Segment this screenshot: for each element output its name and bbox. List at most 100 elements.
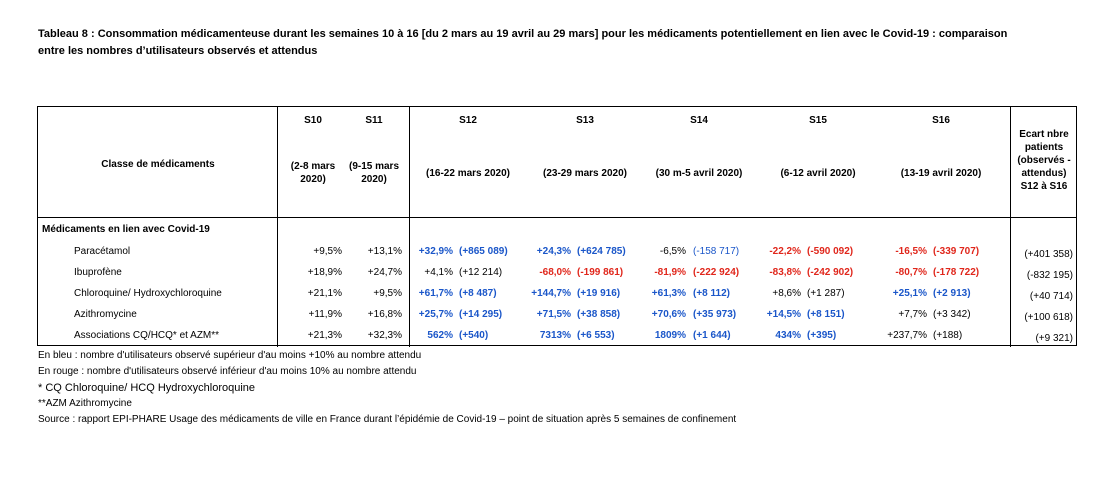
cell-ecart: (+100 618) [1024, 312, 1073, 323]
cell-s15-n: (-590 092) [807, 246, 854, 257]
cell-s16-pct: -80,7% [895, 267, 927, 278]
cell-s14-n: (+35 973) [693, 309, 737, 320]
cell-s14-pct: +70,6% [651, 309, 686, 320]
note-azm: **AZM Azithromycine [38, 398, 132, 409]
cell-s15-n: (-242 902) [807, 267, 854, 278]
cell-s12-n: (+540) [459, 330, 489, 341]
header-divider [38, 217, 1076, 218]
note-red: En rouge : nombre d'utilisateurs observé… [38, 366, 417, 377]
cell-s16-n: (+188) [933, 330, 963, 341]
header-s15: S15 [809, 115, 827, 126]
cell-s11: +24,7% [367, 267, 402, 278]
header-s12-dates: (16-22 mars 2020) [426, 168, 510, 179]
cell-s15-pct: -83,8% [769, 267, 801, 278]
cell-s13-n: (-199 861) [577, 267, 624, 278]
consumption-table: Classe de médicaments S10 (2-8 mars 2020… [37, 106, 1077, 347]
cell-s16-pct: -16,5% [895, 246, 927, 257]
cell-s13-n: (+6 553) [577, 330, 615, 341]
cell-s16-pct: +7,7% [898, 309, 927, 320]
cell-s10: +11,9% [308, 309, 342, 320]
cell-s13-pct: -68,0% [539, 267, 571, 278]
header-ecart: Ecart nbre patients (observés - attendus… [1017, 129, 1071, 192]
note-blue: En bleu : nombre d'utilisateurs observé … [38, 350, 422, 361]
header-s10-dates: (2-8 mars 2020) [290, 161, 336, 185]
cell-s15-pct: 434% [775, 330, 801, 341]
cell-s16-n: (-178 722) [933, 267, 980, 278]
cell-s10: +21,1% [307, 288, 342, 299]
header-s13: S13 [576, 115, 594, 126]
header-s14-dates: (30 m-5 avril 2020) [655, 168, 743, 179]
header-s11: S11 [365, 115, 383, 126]
cell-s13-n: (+38 858) [577, 309, 621, 320]
header-classe: Classe de médicaments [101, 159, 215, 170]
cell-s14-n: (+8 112) [693, 288, 730, 299]
cell-s16-pct: +237,7% [887, 330, 927, 341]
row-name-azithromycine: Azithromycine [74, 309, 137, 320]
cell-s13-pct: +71,5% [536, 309, 571, 320]
cell-s12-pct: +32,9% [418, 246, 453, 257]
cell-s10: +18,9% [307, 267, 342, 278]
cell-s13-pct: +24,3% [536, 246, 571, 257]
cell-s13-n: (+19 916) [577, 288, 621, 299]
row-name-chloroquine: Chloroquine/ Hydroxychloroquine [74, 288, 222, 299]
cell-ecart: (+401 358) [1024, 249, 1073, 260]
header-s11-dates: (9-15 mars 2020) [348, 161, 400, 185]
col-divider [277, 107, 278, 347]
cell-s15-n: (+8 151) [807, 309, 845, 320]
cell-s11: +32,3% [367, 330, 402, 341]
row-name-associations: Associations CQ/HCQ* et AZM** [74, 330, 220, 341]
col-divider [409, 107, 410, 347]
header-s10: S10 [304, 115, 322, 126]
cell-s12-n: (+8 487) [459, 288, 497, 299]
header-s16-dates: (13-19 avril 2020) [900, 168, 982, 179]
cell-s14-n: (-222 924) [693, 267, 740, 278]
cell-s12-pct: +4,1% [424, 267, 453, 278]
header-s15-dates: (6-12 avril 2020) [780, 168, 856, 179]
header-s16: S16 [932, 115, 950, 126]
cell-s14-n: (-158 717) [693, 246, 740, 257]
cell-s14-pct: +61,3% [651, 288, 686, 299]
cell-s15-pct: +8,6% [772, 288, 801, 299]
note-source: Source : rapport EPI-PHARE Usage des méd… [38, 414, 737, 425]
cell-s14-pct: -6,5% [659, 246, 686, 257]
cell-s14-pct: -81,9% [654, 267, 686, 278]
title-line-1: Tableau 8 : Consommation médicamenteuse … [38, 28, 1008, 40]
header-s14: S14 [690, 115, 708, 126]
cell-s16-n: (+3 342) [933, 309, 971, 320]
section-label: Médicaments en lien avec Covid-19 [42, 224, 210, 235]
table-title: Tableau 8 : Consommation médicamenteuse … [38, 26, 1078, 60]
title-line-2: entre les nombres d’utilisateurs observé… [38, 45, 318, 57]
table-notes: En bleu : nombre d'utilisateurs observé … [38, 348, 736, 428]
cell-s12-n: (+12 214) [459, 267, 503, 278]
cell-s16-pct: +25,1% [892, 288, 927, 299]
cell-s10: +9,5% [313, 246, 342, 257]
cell-s15-pct: -22,2% [769, 246, 801, 257]
header-s12: S12 [459, 115, 477, 126]
cell-ecart: (+9 321) [1035, 333, 1073, 344]
cell-s15-n: (+395) [807, 330, 837, 341]
cell-s12-n: (+865 089) [459, 246, 508, 257]
cell-s11: +13,1% [367, 246, 402, 257]
col-divider [1010, 107, 1011, 347]
cell-s15-pct: +14,5% [766, 309, 801, 320]
header-s13-dates: (23-29 mars 2020) [543, 168, 627, 179]
cell-s13-n: (+624 785) [577, 246, 626, 257]
cell-s16-n: (+2 913) [933, 288, 971, 299]
cell-ecart: (+40 714) [1029, 291, 1073, 302]
cell-s11: +9,5% [373, 288, 402, 299]
cell-s15-n: (+1 287) [807, 288, 845, 299]
cell-s10: +21,3% [307, 330, 342, 341]
cell-s12-pct: +25,7% [418, 309, 453, 320]
cell-s12-pct: 562% [427, 330, 453, 341]
row-name-ibuprofene: Ibuprofène [74, 267, 122, 278]
cell-s13-pct: 7313% [539, 330, 571, 341]
cell-ecart: (-832 195) [1026, 270, 1073, 281]
cell-s14-n: (+1 644) [693, 330, 731, 341]
row-name-paracetamol: Paracétamol [74, 246, 131, 257]
cell-s13-pct: +144,7% [531, 288, 571, 299]
cell-s12-n: (+14 295) [459, 309, 503, 320]
cell-s11: +16,8% [367, 309, 402, 320]
note-cq: * CQ Chloroquine/ HCQ Hydroxychloroquine [38, 382, 256, 394]
cell-s12-pct: +61,7% [418, 288, 453, 299]
cell-s16-n: (-339 707) [933, 246, 980, 257]
